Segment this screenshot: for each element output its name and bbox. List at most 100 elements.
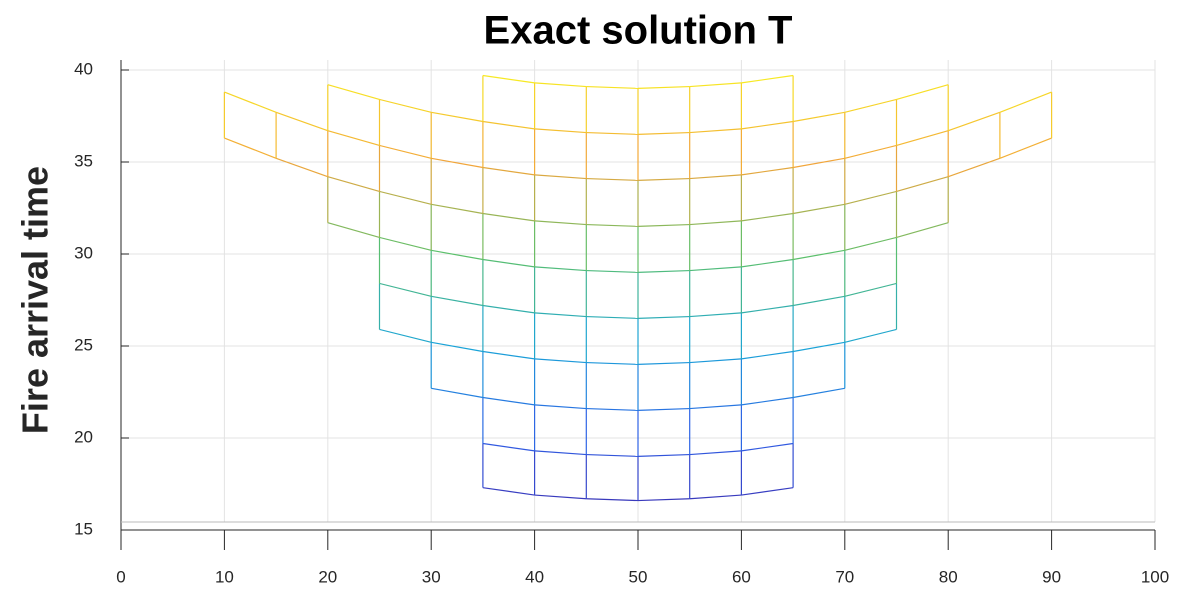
- mesh-row-segment: [327, 84, 380, 101]
- mesh-row-segment: [224, 137, 277, 159]
- mesh-row-segment: [586, 407, 639, 411]
- mesh-row-segment: [379, 282, 432, 297]
- mesh-row-segment: [947, 111, 1001, 132]
- x-tick-label: 10: [215, 567, 234, 586]
- mesh-row-segment: [431, 295, 484, 307]
- x-tick-label: 0: [116, 567, 125, 586]
- mesh-row-segment: [637, 453, 690, 457]
- mesh-row-segment: [482, 396, 535, 406]
- mesh-row-segment: [741, 212, 794, 222]
- x-tick-label: 90: [1042, 567, 1061, 586]
- mesh-row-segment: [327, 176, 380, 193]
- x-tick-label: 50: [629, 567, 648, 586]
- mesh-row-segment: [792, 111, 845, 123]
- mesh-row-segment: [896, 176, 949, 193]
- mesh-row-segment: [586, 361, 639, 365]
- mesh-row-segment: [689, 220, 742, 226]
- mesh-row-segment: [586, 315, 639, 319]
- mesh-row-segment: [844, 144, 897, 159]
- mesh-row-segment: [637, 361, 690, 365]
- y-tick-label: 25: [74, 335, 93, 354]
- mesh-row-segment: [431, 341, 484, 353]
- mesh-row-segment: [327, 130, 380, 147]
- mesh-row-segment: [586, 453, 639, 457]
- mesh-row-segment: [999, 91, 1052, 113]
- mesh-row-segment: [379, 98, 432, 113]
- mesh-row-segment: [534, 494, 587, 500]
- mesh-row-segment: [844, 98, 897, 113]
- mesh-row-segment: [637, 177, 690, 181]
- mesh-row-segment: [482, 258, 535, 268]
- mesh-row-segment: [896, 222, 949, 239]
- mesh-row-segment: [482, 212, 535, 222]
- mesh-row-segment: [534, 220, 587, 226]
- mesh-row-segment: [896, 84, 949, 101]
- mesh-row-segment: [689, 174, 742, 180]
- mesh-row-segment: [586, 85, 639, 89]
- mesh-row-segment: [379, 328, 432, 343]
- mesh-row-segment: [586, 131, 639, 135]
- x-tick-label: 30: [422, 567, 441, 586]
- y-tick-label: 20: [74, 427, 93, 446]
- mesh-row-segment: [379, 190, 432, 205]
- mesh-row-segment: [689, 358, 742, 364]
- mesh-row-segment: [586, 498, 639, 502]
- mesh-row-segment: [689, 404, 742, 410]
- y-axis-label: Fire arrival time: [15, 166, 56, 434]
- mesh-row-segment: [741, 396, 794, 406]
- mesh-row-segment: [482, 166, 535, 176]
- mesh-row-segment: [792, 157, 845, 169]
- mesh-row-segment: [431, 111, 484, 123]
- mesh-row-segment: [741, 74, 794, 84]
- mesh-row-segment: [637, 131, 690, 135]
- mesh-row-segment: [482, 120, 535, 130]
- mesh-row-segment: [534, 82, 587, 88]
- mesh-row-segment: [534, 266, 587, 272]
- mesh-row-segment: [637, 498, 690, 502]
- x-tick-label: 70: [835, 567, 854, 586]
- mesh-row-segment: [586, 177, 639, 181]
- y-tick-label: 40: [74, 59, 93, 78]
- x-tick-label: 100: [1141, 567, 1169, 586]
- mesh-row-segment: [689, 494, 742, 500]
- mesh-row-segment: [482, 487, 535, 496]
- mesh-row-segment: [534, 358, 587, 364]
- y-tick-label: 15: [74, 519, 93, 538]
- mesh-row-segment: [792, 249, 845, 261]
- mesh-row-segment: [534, 404, 587, 410]
- mesh-row-segment: [844, 282, 897, 297]
- mesh-row-segment: [689, 266, 742, 272]
- mesh-row-segment: [275, 157, 329, 178]
- mesh-row-segment: [534, 174, 587, 180]
- mesh-row-segment: [482, 304, 535, 314]
- mesh-row-segment: [534, 312, 587, 318]
- mesh-row-segment: [741, 442, 794, 452]
- mesh-row-segment: [792, 203, 845, 215]
- mesh-row-segment: [999, 137, 1052, 159]
- mesh-row-segment: [741, 258, 794, 268]
- mesh-row-segment: [637, 407, 690, 411]
- mesh-row-segment: [792, 387, 845, 399]
- chart-title: Exact solution T: [484, 9, 793, 53]
- x-tick-label: 80: [939, 567, 958, 586]
- mesh-row-segment: [482, 74, 535, 84]
- mesh-row-segment: [586, 269, 639, 273]
- mesh-row-segment: [534, 128, 587, 134]
- x-tick-label: 20: [318, 567, 337, 586]
- mesh-row-segment: [689, 312, 742, 318]
- mesh-row-segment: [431, 157, 484, 169]
- mesh-row-segment: [637, 269, 690, 273]
- mesh-row-segment: [741, 487, 794, 496]
- mesh-row-segment: [689, 450, 742, 456]
- mesh-row-segment: [431, 387, 484, 399]
- mesh-row-segment: [637, 315, 690, 319]
- mesh-row-segment: [896, 130, 949, 147]
- mesh-row-segment: [689, 128, 742, 134]
- mesh-row-segment: [741, 350, 794, 360]
- mesh-row-segment: [741, 120, 794, 130]
- y-tick-label: 30: [74, 243, 93, 262]
- mesh-row-segment: [792, 341, 845, 353]
- mesh-row-segment: [224, 91, 277, 113]
- mesh-row-segment: [741, 166, 794, 176]
- mesh-row-segment: [275, 111, 329, 132]
